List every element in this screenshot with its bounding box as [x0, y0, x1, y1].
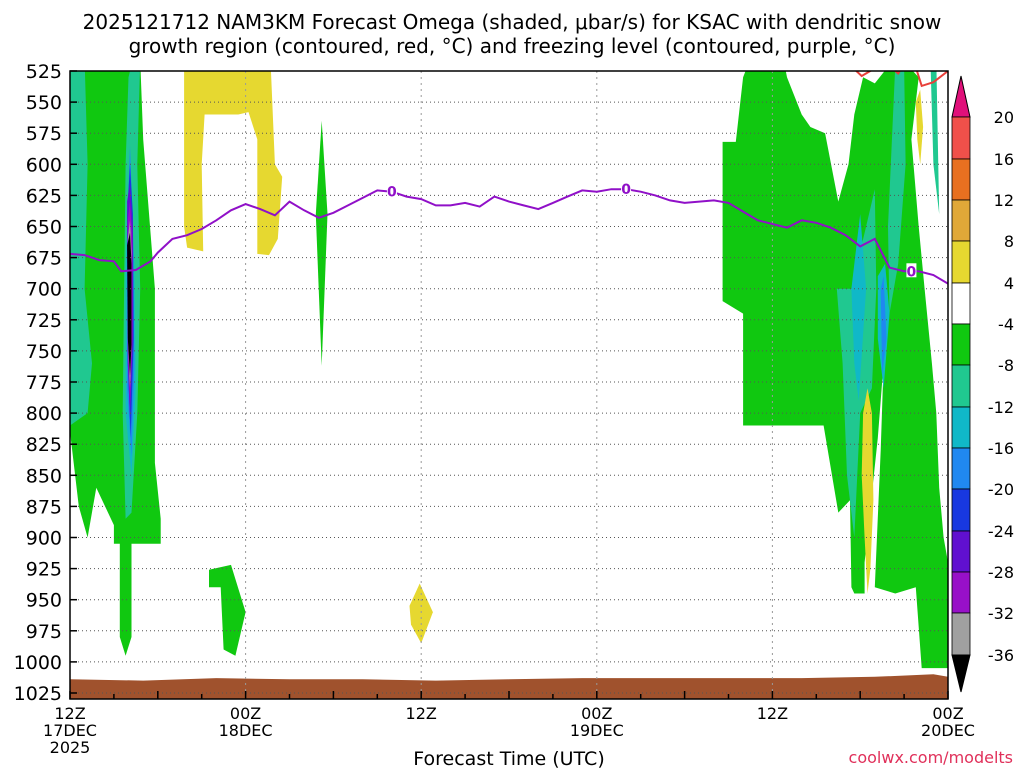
- freezing-level-line: [70, 188, 948, 285]
- omega-region-8: [930, 71, 940, 215]
- colorbar-label: -20: [988, 480, 1014, 499]
- y-tick-label: 900: [26, 528, 62, 550]
- freezing-label-bg: [386, 183, 397, 198]
- omega-region-22: [915, 89, 924, 165]
- colorbar-label: 16: [994, 150, 1014, 169]
- colorbar-bin: [951, 240, 971, 284]
- colorbar-label: 20: [994, 108, 1014, 127]
- x-tick-label: 12Z: [406, 704, 437, 723]
- grid-lines: [70, 71, 948, 699]
- colorbar-bin: [951, 364, 971, 408]
- omega-region-10: [851, 214, 867, 401]
- colorbar-label: -12: [988, 398, 1014, 417]
- colorbar-label: -4: [998, 315, 1014, 334]
- colorbar-bin: [951, 199, 971, 242]
- freezing-label-bg: [621, 181, 632, 196]
- y-tick-label: 675: [26, 248, 62, 270]
- omega-region-21: [861, 388, 874, 594]
- y-tick-label: 625: [26, 185, 62, 207]
- x-tick-label: 12Z: [54, 704, 85, 723]
- colorbar-bin: [951, 116, 971, 160]
- chart-title-line-1: 2025121712 NAM3KM Forecast Omega (shaded…: [83, 10, 942, 34]
- y-tick-label: 775: [26, 372, 62, 394]
- colorbar-bottom-arrow: [951, 654, 971, 693]
- colorbar-bin: [951, 488, 971, 532]
- colorbar-bin: [951, 282, 971, 325]
- y-tick-label: 550: [26, 92, 62, 114]
- x-tick-label: 17DEC: [43, 721, 97, 740]
- y-tick-label: 825: [26, 434, 62, 456]
- y-tick-label: 850: [26, 465, 62, 487]
- colorbar-label: -8: [998, 356, 1014, 375]
- x-tick-label: 18DEC: [219, 721, 273, 740]
- x-tick-label: 20DEC: [921, 721, 975, 740]
- y-tick-label: 975: [26, 621, 62, 643]
- colorbar-bin: [951, 158, 971, 201]
- colorbar-bin: [951, 612, 971, 656]
- omega-region-20: [409, 583, 433, 644]
- y-tick-label: 800: [26, 403, 62, 425]
- y-tick-label: 525: [26, 61, 62, 83]
- x-tick-label: 00Z: [932, 704, 963, 723]
- y-tick-label: 1025: [14, 683, 62, 705]
- omega-region-2: [315, 120, 328, 366]
- colorbar-label: 12: [994, 191, 1014, 210]
- omega-region-18: [127, 232, 132, 376]
- colorbar: 20 16 12 8 4 -4 -8 -12 -16 -20 -24 -28 -32 -36: [951, 75, 1014, 693]
- terrain-fill: [70, 674, 948, 699]
- y-tick-label: 725: [26, 310, 62, 332]
- omega-region-7: [888, 71, 906, 314]
- omega-region-1: [209, 564, 246, 656]
- terrain-layer: [70, 674, 948, 699]
- freezing-label-bg: [906, 263, 917, 278]
- y-tick-label: 950: [26, 590, 62, 612]
- freezing-level-label: 0: [907, 264, 917, 280]
- y-tick-label: 875: [26, 496, 62, 518]
- omega-region-4: [70, 71, 92, 426]
- x-tick-label: 00Z: [581, 704, 612, 723]
- chart-title-line-2: growth region (contoured, red, °C) and f…: [129, 34, 896, 58]
- freezing-level-label: 0: [621, 182, 631, 198]
- colorbar-label: 4: [1004, 274, 1014, 293]
- colorbar-bin: [951, 530, 971, 573]
- x-tick-label: 00Z: [230, 704, 261, 723]
- colorbar-label: -16: [988, 439, 1014, 458]
- pressure-axis: 525 550 575 600 625 650 675 700 725 750 775 800 825 8…: [14, 61, 77, 705]
- colorbar-label: -32: [988, 604, 1014, 623]
- colorbar-bin: [951, 406, 971, 449]
- colorbar-label: -28: [988, 563, 1014, 582]
- colorbar-bin: [951, 323, 971, 366]
- colorbar-label: -36: [988, 646, 1014, 665]
- credit-text: coolwx.com/modelts: [849, 748, 1013, 767]
- colorbar-label: 8: [1004, 232, 1014, 251]
- y-tick-label: 1000: [14, 652, 62, 674]
- x-tick-label: 2025: [50, 738, 91, 757]
- y-tick-label: 600: [26, 154, 62, 176]
- colorbar-label: -24: [988, 522, 1014, 541]
- y-tick-label: 575: [26, 123, 62, 145]
- x-axis-label: Forecast Time (UTC): [413, 748, 604, 768]
- colorbar-bin: [951, 571, 971, 614]
- omega-shading: [70, 71, 948, 669]
- y-tick-label: 925: [26, 559, 62, 581]
- colorbar-bin: [951, 447, 971, 490]
- x-tick-label: 12Z: [757, 704, 788, 723]
- y-tick-label: 650: [26, 217, 62, 239]
- x-tick-label: 19DEC: [570, 721, 624, 740]
- colorbar-top-arrow: [951, 75, 971, 118]
- freezing-level-label: 0: [387, 185, 397, 201]
- y-tick-label: 700: [26, 279, 62, 301]
- y-tick-label: 750: [26, 341, 62, 363]
